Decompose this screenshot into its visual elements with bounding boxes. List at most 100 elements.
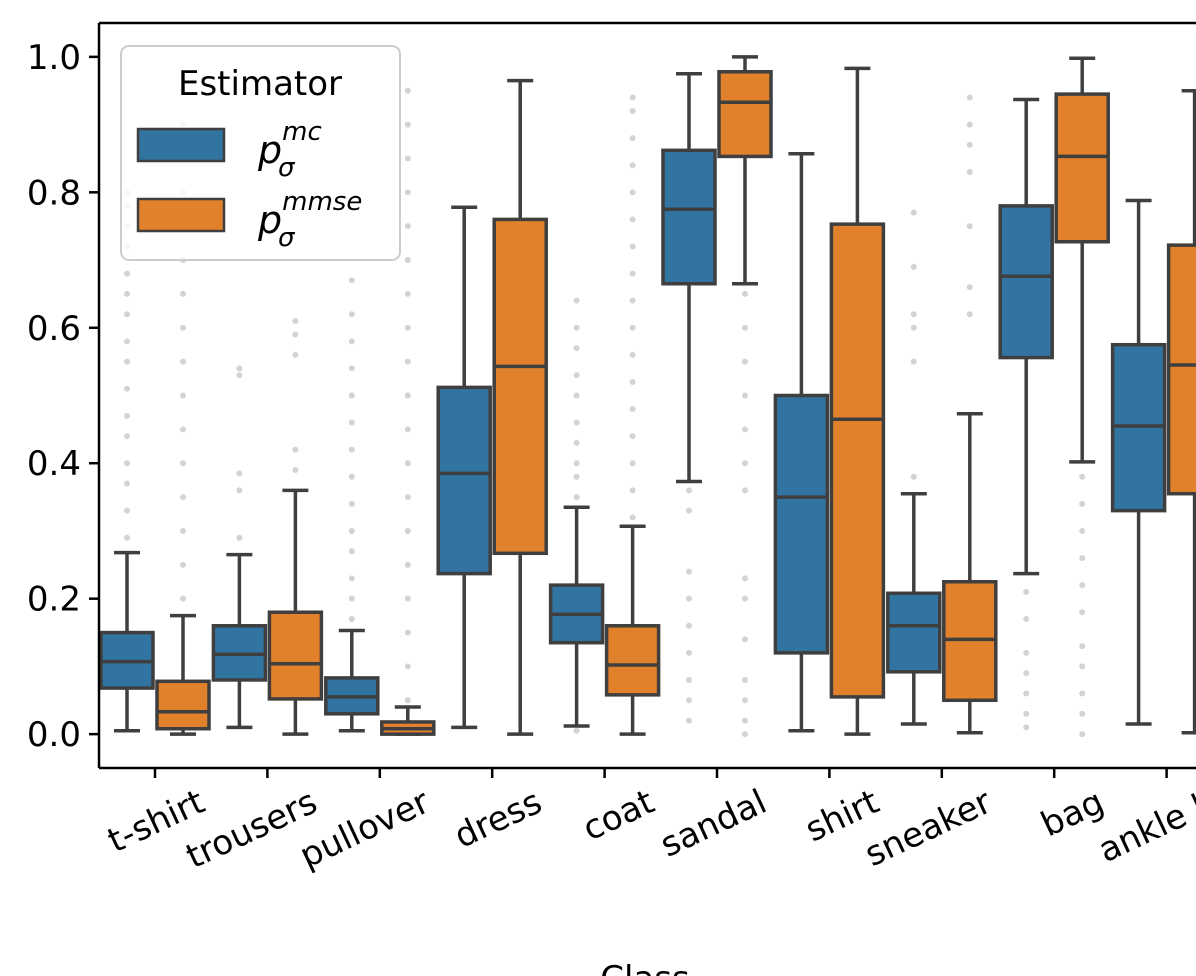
- outlier-point: [348, 338, 355, 345]
- iqr-box: [773, 393, 830, 655]
- outlier-point: [404, 494, 411, 501]
- outlier-point: [404, 257, 411, 264]
- outlier-point: [686, 622, 692, 629]
- outlier-point: [742, 487, 748, 494]
- outlier-point: [404, 629, 411, 636]
- outlier-point: [180, 290, 186, 297]
- x-tick-label: pullover: [294, 782, 436, 877]
- outlier-point: [629, 94, 636, 101]
- box-ankle b-mc: [1110, 198, 1167, 726]
- outlier-point: [686, 507, 692, 514]
- outlier-point: [124, 290, 130, 297]
- outlier-point: [180, 527, 186, 534]
- outlier-point: [742, 731, 748, 738]
- outlier-point: [573, 297, 580, 304]
- y-tick-label: 0.2: [27, 580, 81, 620]
- x-tick-label: trousers: [180, 782, 323, 877]
- iqr-box: [829, 222, 886, 699]
- box-coat-mc: [548, 297, 605, 734]
- outlier-point: [404, 392, 411, 399]
- outlier-point: [292, 467, 299, 473]
- outlier-point: [236, 365, 243, 372]
- iqr-box: [1054, 92, 1110, 244]
- outlier-point: [404, 155, 411, 162]
- outlier-point: [910, 473, 917, 480]
- outlier-point: [180, 561, 186, 568]
- outlier-point: [404, 527, 411, 534]
- outlier-point: [348, 392, 355, 399]
- outlier-point: [404, 426, 411, 433]
- outlier-point: [629, 216, 636, 223]
- box-dress-mc: [436, 205, 492, 730]
- outlier-point: [180, 392, 186, 399]
- outlier-point: [1023, 724, 1030, 731]
- iqr-box: [155, 679, 211, 731]
- outlier-point: [1023, 616, 1030, 622]
- outlier-point: [629, 243, 636, 250]
- box-sneaker-mc: [886, 209, 942, 726]
- outlier-point: [124, 358, 130, 365]
- outlier-point: [686, 717, 692, 724]
- x-axis-label: Class: [600, 959, 689, 976]
- outlier-point: [1079, 731, 1086, 738]
- outlier-point: [742, 358, 748, 365]
- outlier-point: [404, 223, 411, 230]
- outlier-point: [124, 534, 130, 541]
- outlier-point: [966, 284, 973, 291]
- plot-area: 0.00.20.40.60.81.0t-shirttrouserspullove…: [27, 21, 1196, 877]
- legend-swatch-mmse: [136, 197, 226, 233]
- outlier-point: [404, 697, 411, 704]
- outlier-point: [180, 494, 186, 501]
- y-tick-label: 0.6: [27, 309, 81, 349]
- outlier-point: [686, 676, 692, 683]
- outlier-point: [1079, 555, 1086, 562]
- outlier-point: [292, 351, 299, 358]
- x-tick-label: sneaker: [859, 782, 998, 875]
- outlier-point: [629, 514, 636, 521]
- outlier-point: [742, 290, 748, 297]
- legend-swatch-mc: [136, 127, 226, 163]
- box-t-shirt-mc: [99, 189, 155, 733]
- box-shirt-mmse: [829, 66, 886, 736]
- outlier-point: [742, 392, 748, 399]
- outlier-point: [348, 473, 355, 480]
- outlier-point: [910, 324, 917, 331]
- outlier-point: [292, 318, 299, 324]
- outlier-point: [686, 697, 692, 704]
- outlier-point: [404, 663, 411, 670]
- y-tick-label: 0.8: [27, 173, 81, 213]
- outlier-point: [348, 446, 355, 453]
- outlier-point: [966, 311, 973, 318]
- legend-mc-base: p: [257, 128, 282, 172]
- outlier-point: [404, 460, 411, 467]
- legend-mmse-sup: mmse: [282, 187, 362, 217]
- iqr-box: [492, 217, 548, 556]
- outlier-point: [573, 494, 580, 501]
- outlier-point: [348, 365, 355, 372]
- outlier-point: [1023, 649, 1030, 656]
- outlier-point: [573, 439, 580, 446]
- outlier-point: [629, 162, 636, 169]
- outlier-point: [180, 324, 186, 331]
- outlier-point: [573, 372, 580, 379]
- outlier-point: [742, 460, 748, 467]
- outlier-point: [404, 87, 411, 94]
- outlier-point: [686, 595, 692, 602]
- outlier-point: [629, 351, 636, 358]
- outlier-point: [124, 460, 130, 467]
- outlier-point: [910, 209, 917, 216]
- outlier-point: [404, 561, 411, 568]
- outlier-point: [686, 487, 692, 494]
- outlier-point: [236, 487, 243, 494]
- outlier-point: [966, 121, 973, 128]
- legend-mmse-base: p: [257, 198, 282, 242]
- outlier-point: [742, 676, 748, 683]
- outlier-point: [348, 595, 355, 602]
- outlier-point: [629, 460, 636, 467]
- outlier-point: [292, 446, 299, 453]
- outlier-point: [910, 311, 917, 318]
- x-tick-label: coat: [577, 782, 661, 849]
- outlier-point: [573, 392, 580, 399]
- outlier-point: [629, 108, 636, 115]
- outlier-point: [180, 358, 186, 365]
